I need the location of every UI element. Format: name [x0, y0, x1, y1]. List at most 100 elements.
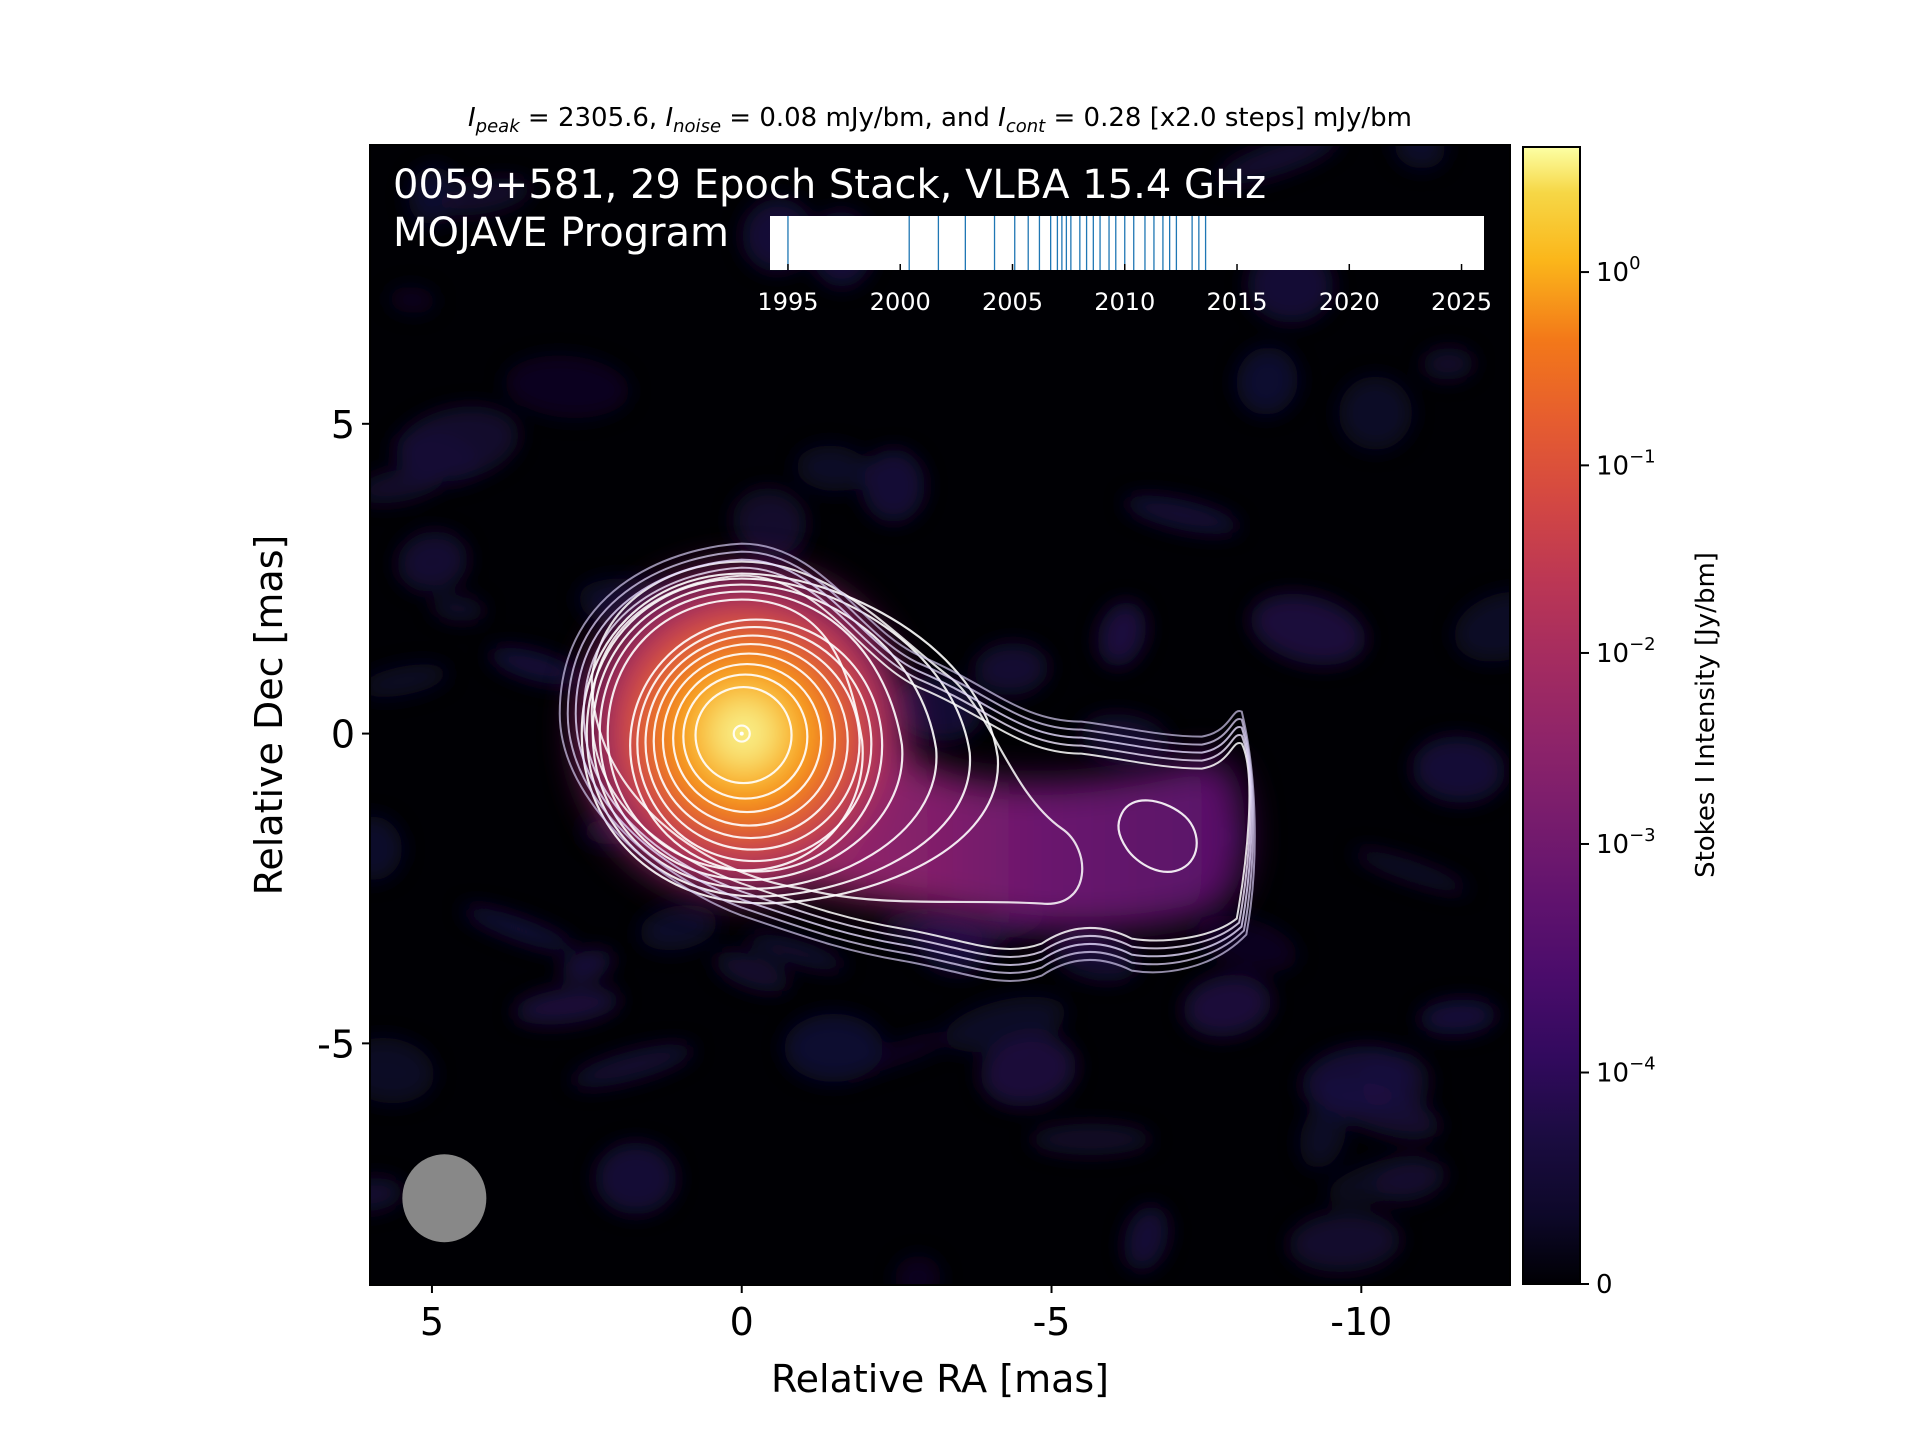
noise-blob [1412, 736, 1506, 803]
noise-blob [848, 1030, 957, 1074]
x-tick-label: -5 [1033, 1300, 1071, 1344]
beam-ellipse [402, 1154, 487, 1243]
noise-blob [714, 951, 790, 992]
noise-blob [1250, 593, 1366, 666]
noise-blob [862, 449, 925, 523]
noise-blob [1029, 1123, 1153, 1156]
y-tick-label: -5 [317, 1022, 355, 1066]
noise-blob [560, 950, 613, 981]
contour [652, 642, 849, 840]
contour [591, 583, 938, 890]
contour [566, 550, 1255, 974]
colorbar-gradient [1522, 146, 1581, 1285]
contour [582, 566, 1252, 958]
contour [590, 560, 1084, 905]
noise-blob [1288, 1212, 1401, 1273]
x-tick-label: 5 [420, 1300, 444, 1344]
contour [1117, 799, 1198, 873]
contour-layer [558, 542, 1256, 982]
noise-blob [1097, 601, 1147, 667]
timeline-tick-label: 2020 [1319, 288, 1380, 316]
noise-blob [595, 1142, 677, 1215]
contour [644, 634, 861, 851]
annotation-line-1: 0059+581, 29 Epoch Stack, VLBA 15.4 GHz [393, 162, 1266, 208]
annotation-line-2: MOJAVE Program [393, 210, 729, 256]
noise-blob [1299, 1103, 1346, 1169]
contour [606, 598, 864, 872]
colorbar-tick-label: 0 [1596, 1270, 1613, 1300]
noise-blob [462, 906, 576, 952]
image-panel: 0059+581, 29 Epoch Stack, VLBA 15.4 GHz … [369, 144, 1511, 1286]
y-tick-label: 5 [331, 403, 355, 447]
noise-blob [1394, 145, 1446, 169]
noise-blob [1236, 347, 1299, 415]
noise-blob [370, 664, 449, 698]
noise-blob [370, 1037, 435, 1104]
noise-blob [370, 816, 403, 881]
colorbar-tick-label: 10−2 [1596, 634, 1656, 669]
y-axis: 5 0 -5 [317, 403, 370, 1066]
x-tick-label: -10 [1330, 1300, 1392, 1344]
noise-blob [1123, 1206, 1169, 1271]
colorbar-tick-label: 10−4 [1596, 1054, 1656, 1089]
colorbar-ticks: 100 10−1 10−2 10−3 10−4 0 [1580, 253, 1656, 1300]
x-axis-label: Relative RA [mas] [771, 1357, 1109, 1401]
peak-marker [739, 731, 744, 736]
contour [661, 652, 837, 827]
contour [672, 662, 823, 814]
noise-blob [513, 987, 621, 1025]
colorbar: 100 10−1 10−2 10−3 10−4 0 Stokes I Intensity … [1522, 146, 1721, 1300]
timeline-tick-label: 2010 [1094, 288, 1155, 316]
contour [732, 724, 751, 743]
noise-blob [1124, 495, 1240, 535]
colorbar-tick-label: 100 [1596, 253, 1641, 288]
noise-blob [894, 1255, 942, 1285]
noise-blob [1080, 713, 1171, 766]
contour [558, 542, 1256, 982]
noise-blob [1352, 848, 1470, 894]
noise-blob [1419, 999, 1497, 1035]
x-tick-label: 0 [730, 1300, 754, 1344]
chart-header: Ipeak = 2305.6, Inoise = 0.08 mJy/bm, an… [468, 103, 1412, 137]
y-tick-label: 0 [331, 713, 355, 757]
contour [598, 590, 904, 881]
noise-blob [796, 445, 869, 492]
x-axis: 5 0 -5 -10 [420, 1285, 1392, 1344]
timeline-box [770, 216, 1484, 270]
noise-blob [1338, 376, 1413, 450]
contour [694, 685, 793, 785]
timeline-tick-label: 2005 [982, 288, 1043, 316]
timeline-tick-label: 2000 [870, 288, 931, 316]
noise-blob [570, 1043, 695, 1088]
image-frame [369, 144, 1511, 1286]
timeline-tick-label: 2025 [1431, 288, 1492, 316]
noise-blob [489, 647, 580, 685]
noise-blob [397, 531, 468, 592]
noise-blob [1454, 591, 1510, 662]
epoch-lines [787, 216, 1207, 270]
contour [682, 673, 809, 800]
timeline-tick-label: 1995 [757, 288, 818, 316]
timeline-tick-label: 2015 [1206, 288, 1267, 316]
noise-blob [1326, 1156, 1432, 1204]
noise-blob [388, 286, 436, 314]
noise-blob [431, 596, 486, 622]
contour [574, 558, 1253, 966]
noise-blob [408, 166, 458, 225]
noise-blob [1051, 930, 1138, 982]
colorbar-tick-label: 10−3 [1596, 825, 1656, 860]
noise-blob [1422, 347, 1475, 380]
y-axis-label: Relative Dec [mas] [247, 535, 291, 896]
noise-blob [973, 642, 1049, 696]
noise-blob [1301, 1045, 1415, 1114]
epoch-timeline: 1995 2000 2005 2010 2015 2020 2025 [757, 216, 1492, 316]
noise-blob [1183, 974, 1272, 1037]
contour [629, 618, 884, 873]
colorbar-tick-label: 10−1 [1596, 446, 1656, 481]
noise-blob [639, 905, 718, 951]
noise-blob [504, 355, 630, 419]
noise-blob [1196, 915, 1298, 973]
noise-blob [747, 933, 846, 971]
noise-blob [396, 406, 520, 482]
